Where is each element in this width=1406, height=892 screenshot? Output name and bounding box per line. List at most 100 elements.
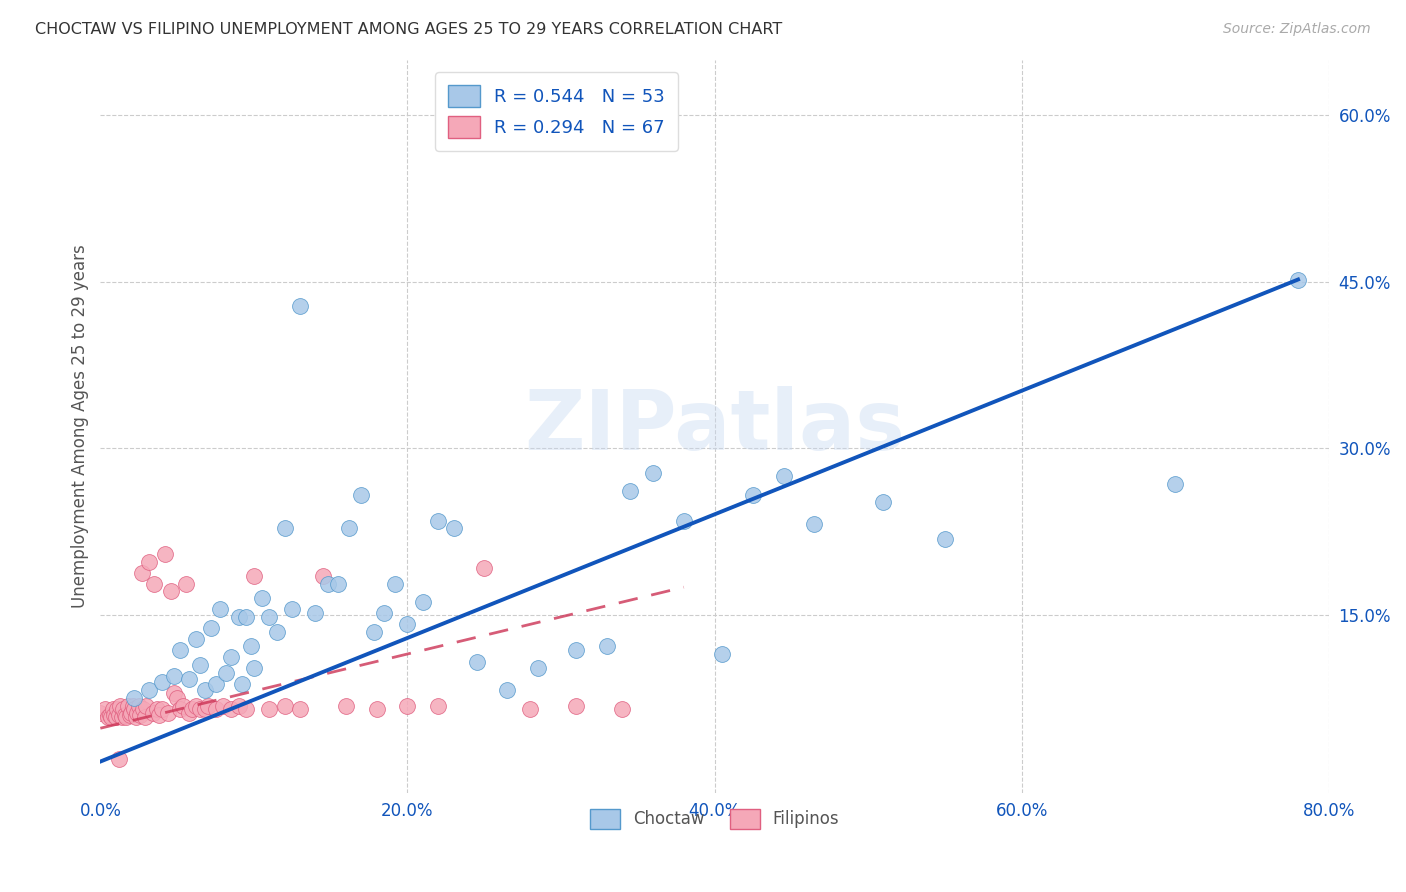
Point — [363, 624, 385, 639]
Point — [239, 639, 262, 653]
Point — [146, 702, 169, 716]
Point — [122, 702, 145, 716]
Point — [228, 610, 250, 624]
Point — [219, 650, 242, 665]
Point — [427, 699, 450, 714]
Point — [312, 569, 335, 583]
Point — [596, 639, 619, 653]
Y-axis label: Unemployment Among Ages 25 to 29 years: Unemployment Among Ages 25 to 29 years — [72, 244, 89, 608]
Point — [228, 699, 250, 714]
Point — [181, 702, 204, 716]
Point — [124, 710, 146, 724]
Point — [209, 602, 232, 616]
Point — [89, 706, 111, 720]
Point — [94, 702, 117, 716]
Point — [259, 610, 281, 624]
Point — [188, 702, 211, 716]
Point — [97, 710, 120, 724]
Point — [803, 516, 825, 531]
Point — [243, 569, 266, 583]
Point — [129, 707, 152, 722]
Point — [496, 683, 519, 698]
Point — [396, 616, 419, 631]
Point — [872, 494, 894, 508]
Point — [565, 699, 588, 714]
Point — [259, 702, 281, 716]
Legend: Choctaw, Filipinos: Choctaw, Filipinos — [583, 802, 846, 836]
Point — [250, 591, 273, 606]
Point — [100, 710, 122, 724]
Point — [138, 683, 160, 698]
Point — [204, 702, 226, 716]
Point — [412, 594, 434, 608]
Point — [112, 702, 135, 716]
Point — [98, 707, 121, 722]
Point — [169, 702, 191, 716]
Point — [328, 577, 350, 591]
Point — [135, 699, 157, 714]
Point — [235, 610, 257, 624]
Point — [519, 702, 541, 716]
Point — [150, 702, 173, 716]
Point — [163, 686, 186, 700]
Point — [121, 699, 143, 714]
Point — [194, 702, 217, 716]
Point — [194, 683, 217, 698]
Point — [443, 521, 465, 535]
Point — [619, 483, 641, 498]
Point — [465, 655, 488, 669]
Point — [231, 677, 253, 691]
Point — [235, 702, 257, 716]
Point — [169, 643, 191, 657]
Point — [101, 702, 124, 716]
Point — [472, 561, 495, 575]
Point — [373, 606, 395, 620]
Point — [288, 299, 311, 313]
Point — [132, 702, 155, 716]
Point — [304, 606, 326, 620]
Point — [118, 707, 141, 722]
Point — [219, 702, 242, 716]
Point — [131, 566, 153, 580]
Text: Source: ZipAtlas.com: Source: ZipAtlas.com — [1223, 22, 1371, 37]
Point — [1286, 272, 1309, 286]
Point — [212, 699, 235, 714]
Point — [273, 699, 295, 714]
Point — [612, 702, 634, 716]
Point — [107, 707, 129, 722]
Point — [672, 514, 695, 528]
Point — [772, 469, 794, 483]
Point — [120, 706, 142, 720]
Point — [138, 555, 160, 569]
Point — [204, 677, 226, 691]
Point — [117, 699, 139, 714]
Point — [337, 521, 360, 535]
Point — [122, 691, 145, 706]
Point — [176, 577, 198, 591]
Point — [711, 647, 734, 661]
Point — [288, 702, 311, 716]
Point — [179, 673, 201, 687]
Text: ZIPatlas: ZIPatlas — [524, 385, 905, 467]
Point — [163, 669, 186, 683]
Point — [350, 488, 373, 502]
Point — [103, 707, 125, 722]
Point — [111, 710, 134, 724]
Point — [148, 707, 170, 722]
Point — [104, 710, 127, 724]
Point — [266, 624, 288, 639]
Point — [114, 707, 136, 722]
Point — [179, 706, 201, 720]
Point — [127, 706, 149, 720]
Point — [527, 661, 550, 675]
Point — [200, 621, 222, 635]
Point — [384, 577, 406, 591]
Point — [110, 699, 132, 714]
Point — [166, 691, 188, 706]
Text: CHOCTAW VS FILIPINO UNEMPLOYMENT AMONG AGES 25 TO 29 YEARS CORRELATION CHART: CHOCTAW VS FILIPINO UNEMPLOYMENT AMONG A… — [35, 22, 782, 37]
Point — [243, 661, 266, 675]
Point — [107, 752, 129, 766]
Point — [1164, 476, 1187, 491]
Point — [143, 577, 166, 591]
Point — [142, 706, 165, 720]
